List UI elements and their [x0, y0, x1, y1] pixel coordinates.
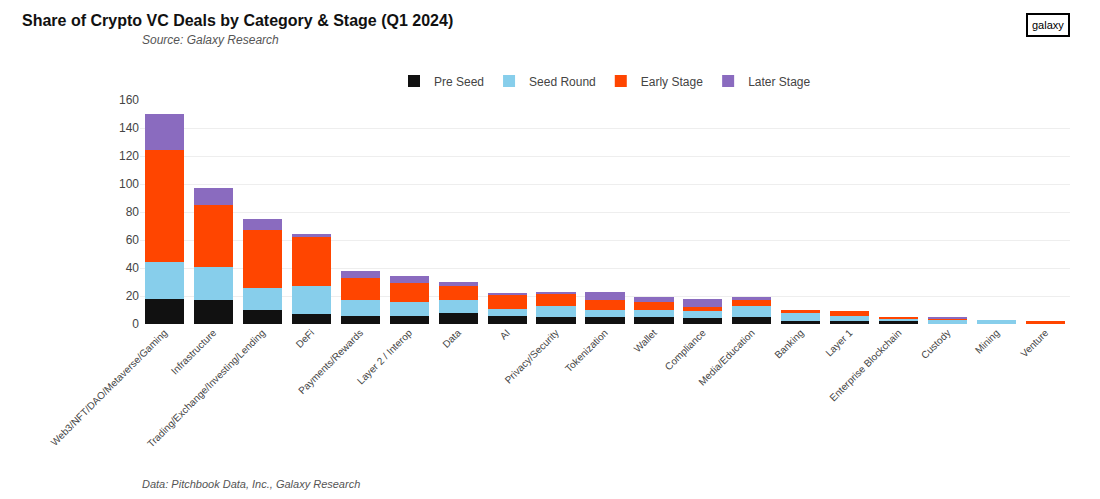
svg-text:Web3/NFT/DAO/Metaverse/Gaming: Web3/NFT/DAO/Metaverse/Gaming — [49, 327, 170, 448]
svg-text:120: 120 — [119, 149, 139, 163]
svg-text:Wallet: Wallet — [632, 327, 659, 354]
svg-text:Early Stage: Early Stage — [641, 75, 703, 89]
svg-text:40: 40 — [126, 261, 140, 275]
svg-text:Data: Data — [440, 327, 463, 350]
svg-text:galaxy: galaxy — [1032, 19, 1064, 31]
svg-text:DeFi: DeFi — [294, 327, 317, 350]
svg-text:Layer 1: Layer 1 — [823, 327, 855, 359]
svg-text:Data: Pitchbook Data, Inc., Ga: Data: Pitchbook Data, Inc., Galaxy Resea… — [142, 478, 360, 490]
svg-text:Trading/Exchange/Investing/Len: Trading/Exchange/Investing/Lending — [145, 327, 267, 449]
svg-text:AI: AI — [498, 327, 512, 341]
svg-text:Payments/Rewards: Payments/Rewards — [296, 327, 365, 396]
svg-text:Infrastructure: Infrastructure — [169, 327, 219, 377]
svg-text:100: 100 — [119, 177, 139, 191]
svg-text:Venture: Venture — [1018, 327, 1050, 359]
svg-text:Pre Seed: Pre Seed — [434, 75, 484, 89]
svg-text:Tokenization: Tokenization — [563, 327, 610, 374]
svg-text:Banking: Banking — [772, 327, 805, 360]
svg-text:Media/Education: Media/Education — [696, 327, 756, 387]
svg-text:Compliance: Compliance — [663, 327, 708, 372]
svg-text:Later Stage: Later Stage — [748, 75, 810, 89]
svg-text:60: 60 — [126, 233, 140, 247]
svg-text:80: 80 — [126, 205, 140, 219]
svg-text:0: 0 — [132, 317, 139, 331]
svg-text:Custody: Custody — [919, 327, 953, 361]
svg-text:20: 20 — [126, 289, 140, 303]
svg-text:140: 140 — [119, 121, 139, 135]
svg-text:Layer 2 / Interop: Layer 2 / Interop — [355, 327, 415, 387]
svg-text:Mining: Mining — [973, 327, 1002, 356]
svg-text:Privacy/Security: Privacy/Security — [503, 327, 561, 385]
svg-text:Enterprise Blockchain: Enterprise Blockchain — [827, 327, 903, 403]
svg-text:Share of Crypto VC Deals by Ca: Share of Crypto VC Deals by Category & S… — [22, 12, 453, 29]
svg-text:Seed Round: Seed Round — [529, 75, 596, 89]
svg-text:Source: Galaxy Research: Source: Galaxy Research — [142, 33, 279, 47]
svg-text:160: 160 — [119, 93, 139, 107]
